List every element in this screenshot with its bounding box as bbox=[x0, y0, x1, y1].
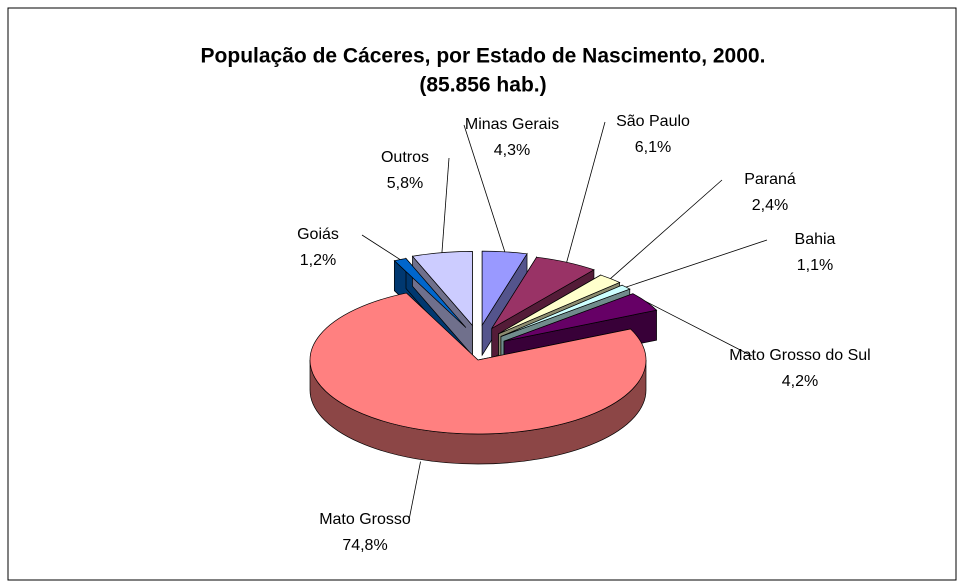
leader-line bbox=[610, 179, 723, 279]
chart-subtitle: (85.856 hab.) bbox=[419, 74, 546, 97]
leader-line bbox=[408, 461, 421, 521]
slice-label: Outros bbox=[381, 149, 429, 166]
slice-label: Mato Grosso bbox=[319, 511, 411, 528]
leader-line bbox=[361, 234, 401, 260]
slice-label: Bahia bbox=[795, 231, 836, 248]
leader-line bbox=[463, 124, 506, 252]
slice bbox=[500, 284, 631, 337]
slice-label: Mato Grosso do Sul bbox=[729, 347, 870, 364]
slice-value-label: 5,8% bbox=[387, 175, 423, 192]
slice-label: São Paulo bbox=[616, 113, 690, 130]
slice bbox=[498, 274, 621, 335]
slice bbox=[309, 292, 647, 435]
slice-value-label: 74,8% bbox=[342, 537, 387, 554]
slice-value-label: 4,3% bbox=[494, 142, 530, 159]
slice-label: Minas Gerais bbox=[465, 116, 559, 133]
leader-line bbox=[625, 239, 768, 288]
leader-line bbox=[566, 121, 606, 263]
leader-line bbox=[441, 157, 450, 253]
slice bbox=[503, 293, 658, 342]
slice bbox=[481, 250, 528, 327]
slice-value-label: 1,1% bbox=[797, 257, 833, 274]
slice-value-label: 2,4% bbox=[752, 197, 788, 214]
chart-title: População de Cáceres, por Estado de Nasc… bbox=[201, 45, 766, 68]
slice-value-label: 4,2% bbox=[782, 373, 818, 390]
leader-line bbox=[645, 301, 753, 357]
slice-value-label: 1,2% bbox=[300, 252, 336, 269]
slice-value-label: 6,1% bbox=[635, 139, 671, 156]
slice-label: Goiás bbox=[297, 226, 339, 243]
slice-label: Paraná bbox=[744, 171, 796, 188]
